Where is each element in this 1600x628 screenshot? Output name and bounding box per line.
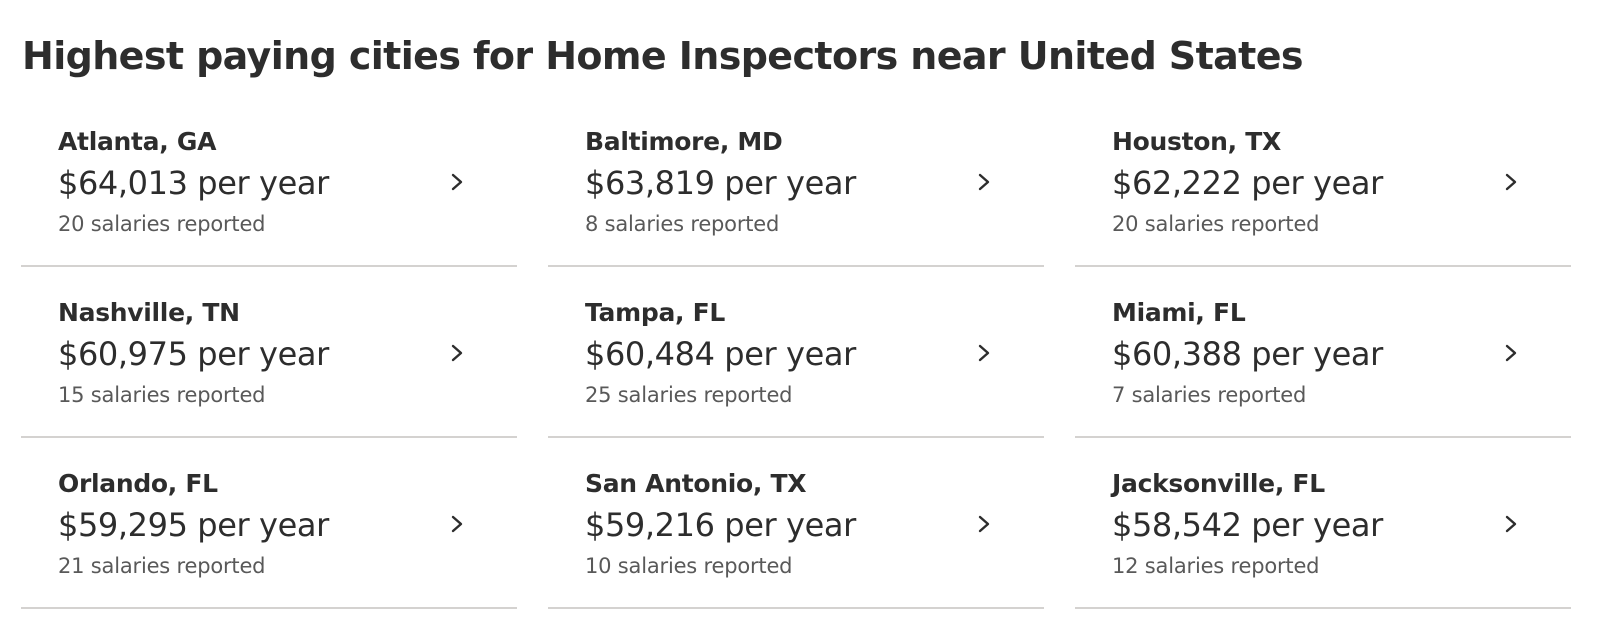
city-card-houston[interactable]: Houston, TX $62,222 per year 20 salaries… xyxy=(1075,96,1571,267)
city-card-miami[interactable]: Miami, FL $60,388 per year 7 salaries re… xyxy=(1075,267,1571,438)
city-card-nashville[interactable]: Nashville, TN $60,975 per year 15 salari… xyxy=(21,267,517,438)
city-card-san-antonio[interactable]: San Antonio, TX $59,216 per year 10 sala… xyxy=(548,438,1044,609)
chevron-right-icon[interactable] xyxy=(1501,170,1521,194)
city-name: Houston, TX xyxy=(1112,127,1281,156)
city-name: Miami, FL xyxy=(1112,298,1246,327)
city-card-baltimore[interactable]: Baltimore, MD $63,819 per year 8 salarie… xyxy=(548,96,1044,267)
salaries-reported: 20 salaries reported xyxy=(58,212,266,236)
chevron-right-icon[interactable] xyxy=(447,170,467,194)
city-salary: $62,222 per year xyxy=(1112,164,1383,202)
city-salary: $60,975 per year xyxy=(58,335,329,373)
city-card-orlando[interactable]: Orlando, FL $59,295 per year 21 salaries… xyxy=(21,438,517,609)
salaries-reported: 7 salaries reported xyxy=(1112,383,1307,407)
chevron-right-icon[interactable] xyxy=(447,341,467,365)
salaries-reported: 15 salaries reported xyxy=(58,383,266,407)
chevron-right-icon[interactable] xyxy=(1501,341,1521,365)
city-card-atlanta[interactable]: Atlanta, GA $64,013 per year 20 salaries… xyxy=(21,96,517,267)
salaries-reported: 20 salaries reported xyxy=(1112,212,1320,236)
chevron-right-icon[interactable] xyxy=(974,170,994,194)
city-name: San Antonio, TX xyxy=(585,469,807,498)
city-name: Jacksonville, FL xyxy=(1112,469,1325,498)
salaries-reported: 21 salaries reported xyxy=(58,554,266,578)
salaries-reported: 10 salaries reported xyxy=(585,554,793,578)
salaries-reported: 12 salaries reported xyxy=(1112,554,1320,578)
city-salary: $63,819 per year xyxy=(585,164,856,202)
city-salary: $64,013 per year xyxy=(58,164,329,202)
city-name: Orlando, FL xyxy=(58,469,218,498)
city-salary: $59,295 per year xyxy=(58,506,329,544)
city-card-tampa[interactable]: Tampa, FL $60,484 per year 25 salaries r… xyxy=(548,267,1044,438)
city-name: Baltimore, MD xyxy=(585,127,783,156)
chevron-right-icon[interactable] xyxy=(447,512,467,536)
city-name: Nashville, TN xyxy=(58,298,240,327)
salaries-reported: 8 salaries reported xyxy=(585,212,780,236)
city-name: Tampa, FL xyxy=(585,298,726,327)
page-title: Highest paying cities for Home Inspector… xyxy=(22,34,1304,78)
chevron-right-icon[interactable] xyxy=(974,512,994,536)
city-salary-grid: Atlanta, GA $64,013 per year 20 salaries… xyxy=(21,96,1571,609)
city-salary: $58,542 per year xyxy=(1112,506,1383,544)
city-salary: $59,216 per year xyxy=(585,506,856,544)
city-salary: $60,484 per year xyxy=(585,335,856,373)
salaries-reported: 25 salaries reported xyxy=(585,383,793,407)
chevron-right-icon[interactable] xyxy=(1501,512,1521,536)
city-card-jacksonville[interactable]: Jacksonville, FL $58,542 per year 12 sal… xyxy=(1075,438,1571,609)
chevron-right-icon[interactable] xyxy=(974,341,994,365)
city-name: Atlanta, GA xyxy=(58,127,217,156)
city-salary: $60,388 per year xyxy=(1112,335,1383,373)
